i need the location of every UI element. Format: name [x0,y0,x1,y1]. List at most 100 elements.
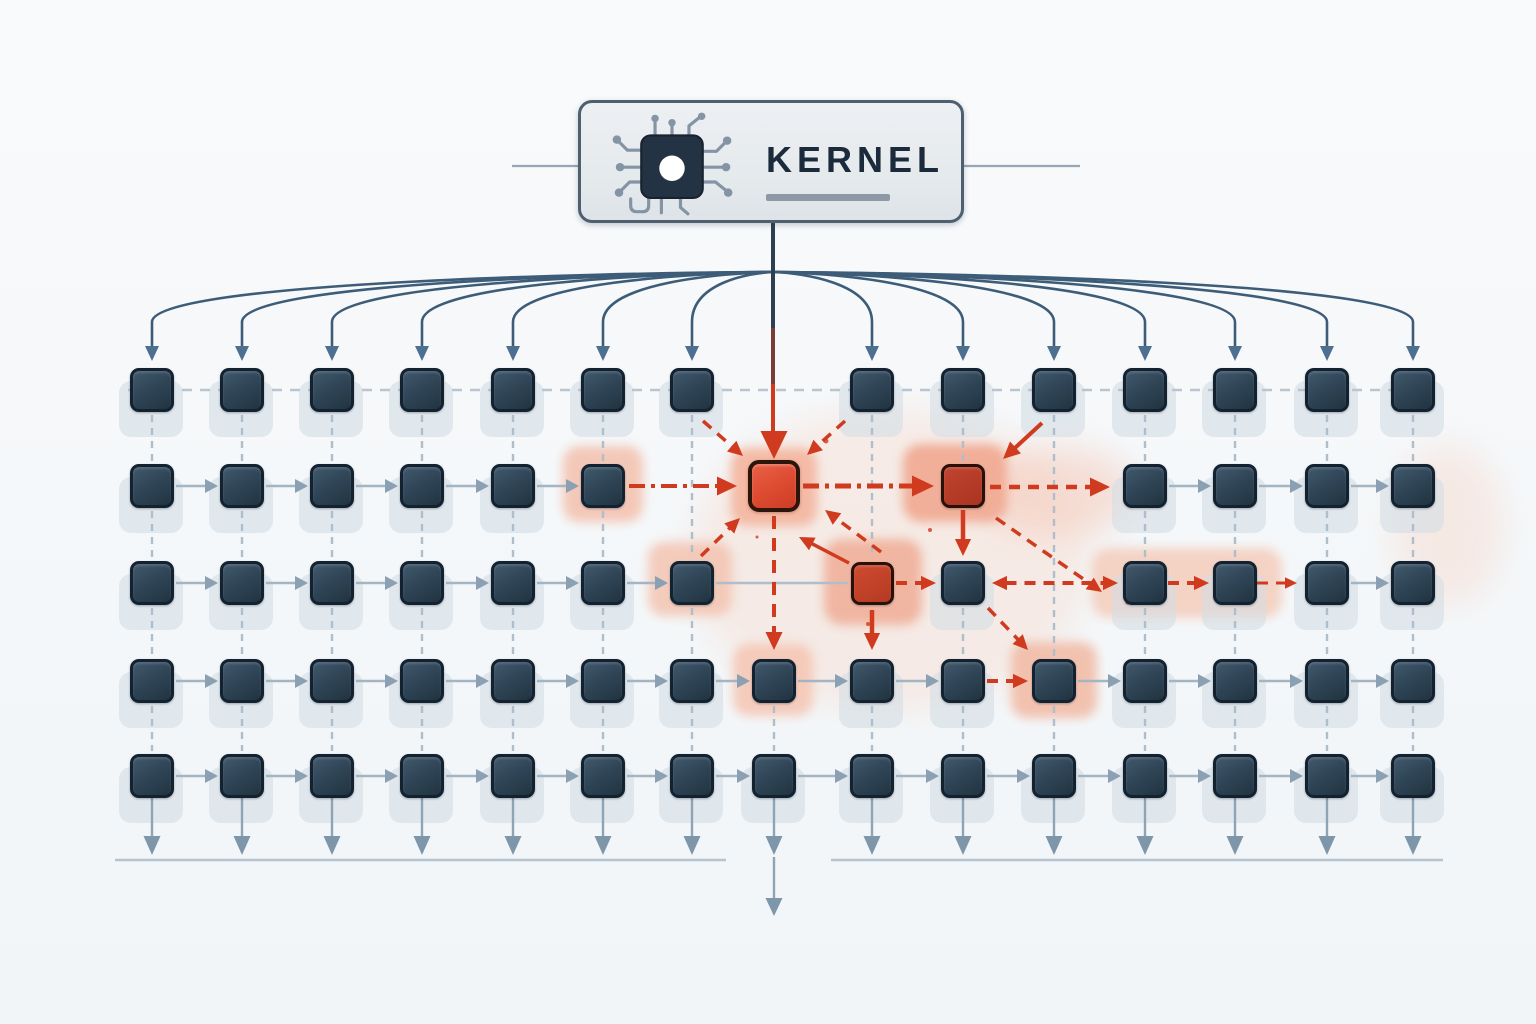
grid-node-heated [670,561,714,605]
grid-node [130,368,174,412]
grid-node [1032,754,1076,798]
grid-node-heated [581,464,625,508]
red-arrow-diag-into-secondary [1003,421,1044,459]
red-arrow-diag-into-primary-lowright [825,510,883,554]
red-arrow-secondary-down [954,510,972,556]
grid-node [670,754,714,798]
grid-node [130,561,174,605]
grid-node [220,561,264,605]
grid-node [670,368,714,412]
red-arrow-row3-spread-2 [1257,577,1297,589]
grid-node [581,754,625,798]
grid-node [581,561,625,605]
grid-node [941,561,985,605]
kernel-drop-line [760,223,788,459]
grid-node [310,464,354,508]
compromised-node-secondary [941,464,985,508]
grid-node [310,368,354,412]
grid-node [1123,368,1167,412]
bottom-arrows [115,798,1443,916]
grid-node [1123,754,1167,798]
red-arrows [629,419,1297,689]
red-arrow-row3-spread-1 [1168,575,1209,591]
red-arrow-diag-into-primary-upleft [701,419,743,456]
grid-node [1123,464,1167,508]
red-arrow-diag-into-primary-lowleft [699,518,740,558]
grid-node [1123,659,1167,703]
grid-node [752,754,796,798]
grid-node [491,561,535,605]
grid-node [1123,561,1167,605]
grid-node-heated [752,659,796,703]
kernel-box: KERNEL [578,100,964,223]
compromised-node-primary [748,460,800,512]
grid-node [1213,754,1257,798]
gray-horizontal-arrows [176,479,1389,783]
chip-icon [612,112,733,216]
red-arrow-row3-bidirectional [992,575,1118,591]
grid-node [1213,368,1257,412]
grid-node [310,561,354,605]
red-arrow-diag-into-primary-upright [807,419,847,455]
compromised-node-tertiary [850,561,894,605]
grid-node [850,754,894,798]
grid-node [130,464,174,508]
grid-node [491,659,535,703]
grid-node [220,464,264,508]
kernel-underline [766,194,890,201]
grid-node [1305,464,1349,508]
grid-node [310,754,354,798]
red-arrow-infection-from-left [629,476,737,496]
grid-node [941,368,985,412]
grid-node [1391,561,1435,605]
kernel-label: KERNEL [766,139,945,180]
red-arrow-diag-to-row4-col11 [986,606,1028,650]
grid-node [850,659,894,703]
grid-node [1213,464,1257,508]
grid-node [220,659,264,703]
red-arrow-primary-to-secondary [803,475,934,497]
grid-node [581,659,625,703]
grid-node [941,754,985,798]
red-arrow-diag-tertiary-to-primary [799,537,850,565]
grid-node [1305,368,1349,412]
grid-node-heated [1032,659,1076,703]
grid-node [400,464,444,508]
grid-node [1305,754,1349,798]
grid-node [670,659,714,703]
grid-node [400,754,444,798]
grid-node [310,659,354,703]
grid-node [1213,561,1257,605]
grid-node [941,659,985,703]
gray-vertical-links [150,415,1415,751]
grid-node [850,368,894,412]
grid-node [1213,659,1257,703]
grid-node [220,368,264,412]
grid-node [130,754,174,798]
grid-node [491,368,535,412]
grid-node [491,754,535,798]
grid-node [1391,464,1435,508]
grid-node [581,368,625,412]
red-arrow-diag-secondary-downright [994,516,1102,592]
grid-node [400,561,444,605]
grid-node [400,368,444,412]
red-arrow-secondary-spread-right [990,477,1110,497]
grid-node [1391,368,1435,412]
grid-node [1305,659,1349,703]
fan-arrows [145,270,1420,361]
red-arrow-row4-spread [987,673,1028,689]
grid-node [1305,561,1349,605]
grid-node [1032,368,1076,412]
red-arrow-primary-down [765,516,783,650]
grid-node [220,754,264,798]
grid-node [130,659,174,703]
red-arrow-tertiary-to-right [896,575,936,591]
red-arrow-tertiary-down [863,610,881,650]
grid-node [400,659,444,703]
grid-node [1391,754,1435,798]
grid-node [491,464,535,508]
